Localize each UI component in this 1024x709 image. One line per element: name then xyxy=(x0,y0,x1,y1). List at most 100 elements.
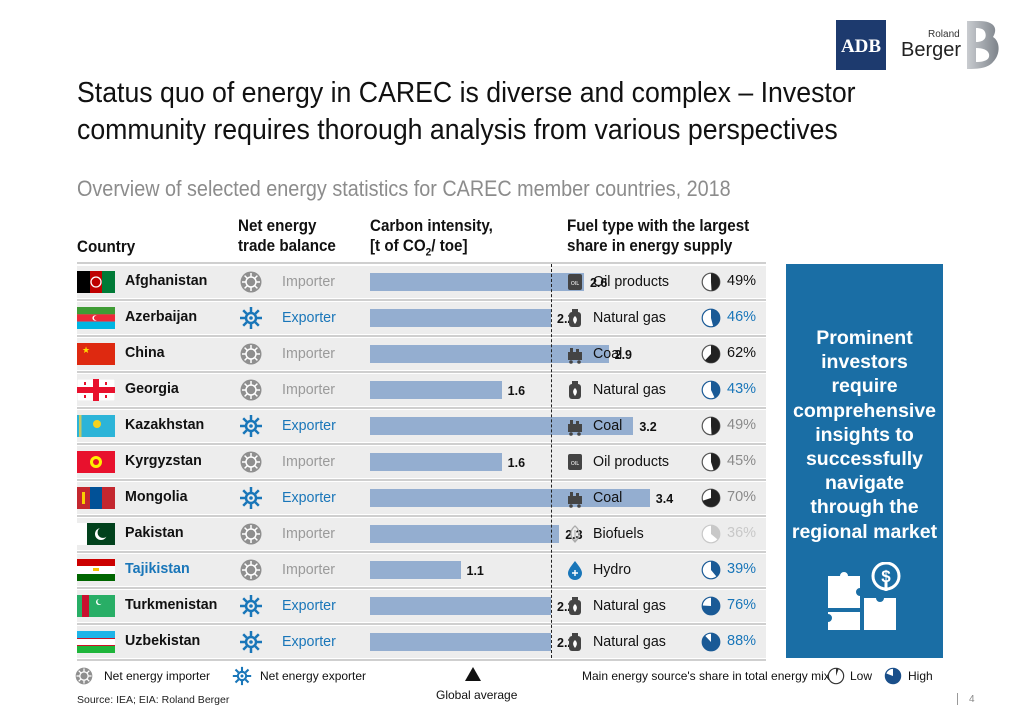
share-pie-icon xyxy=(701,272,721,292)
natural-gas-icon xyxy=(566,308,584,328)
share-pie-icon xyxy=(701,596,721,616)
header-trade: Net energy trade balance xyxy=(238,216,336,256)
row-separator xyxy=(77,623,766,625)
low-share-pie-icon xyxy=(827,667,845,685)
country-name: Georgia xyxy=(125,380,179,397)
panel-line: insights to xyxy=(815,423,914,446)
flag-icon xyxy=(77,523,115,545)
country-name: Tajikistan xyxy=(125,560,190,577)
insight-panel xyxy=(786,264,943,658)
legend-low: Low xyxy=(850,669,873,683)
row-separator xyxy=(77,443,766,445)
oil-products-icon: OIL xyxy=(566,452,584,472)
exporter-icon xyxy=(239,630,263,654)
legend-global-average: Global average xyxy=(436,688,518,702)
trade-balance: Importer xyxy=(282,525,336,542)
fuel-type: Oil products xyxy=(593,453,670,470)
carbon-intensity-value: 1.6 xyxy=(507,456,526,470)
oil-products-icon: OIL xyxy=(566,272,584,292)
legend-high: High xyxy=(908,669,933,683)
panel-line: regional market xyxy=(791,520,938,543)
roland-berger-logo: Roland Berger xyxy=(898,20,1004,70)
share-percent: 62% xyxy=(727,345,757,361)
page-subtitle: Overview of selected energy statistics f… xyxy=(77,176,731,201)
panel-line: successfully xyxy=(805,448,924,471)
adb-logo-text: ADB xyxy=(840,36,882,57)
carbon-intensity-bar xyxy=(370,417,634,435)
natural-gas-icon xyxy=(566,632,584,652)
puzzle-dollar-icon: $ xyxy=(828,562,901,630)
row-separator xyxy=(77,659,766,661)
hydro-icon xyxy=(566,560,584,580)
country-name: Pakistan xyxy=(125,524,184,541)
carbon-intensity-bar xyxy=(370,381,502,399)
svg-text:OIL: OIL xyxy=(571,281,579,287)
exporter-icon xyxy=(239,306,263,330)
exporter-icon xyxy=(239,486,263,510)
header-separator xyxy=(77,262,766,264)
row-separator xyxy=(77,551,766,553)
natural-gas-icon xyxy=(566,380,584,400)
share-percent: 88% xyxy=(727,633,757,649)
header-ci-post: / toe] xyxy=(431,237,468,255)
trade-balance: Importer xyxy=(282,381,336,398)
legend-importer: Net energy importer xyxy=(104,669,211,683)
fuel-type: Natural gas xyxy=(593,381,666,398)
page-number-divider xyxy=(957,693,958,705)
country-name: Afghanistan xyxy=(125,272,208,289)
header-carbon-intensity: Carbon intensity, [t of CO2/ toe] xyxy=(370,216,493,262)
carbon-intensity-bar xyxy=(370,597,552,615)
fuel-type: Oil products xyxy=(593,273,670,290)
roland-berger-b-icon xyxy=(967,21,999,69)
carbon-intensity-value: 2.6 xyxy=(589,276,608,290)
legend-share-label: Main energy source's share in total ener… xyxy=(582,669,834,683)
coal-icon xyxy=(566,416,584,436)
row-separator xyxy=(77,479,766,481)
trade-balance: Importer xyxy=(282,453,336,470)
flag-icon xyxy=(77,595,115,617)
source-note: Source: IEA; EIA: Roland Berger xyxy=(77,694,230,706)
fuel-type: Biofuels xyxy=(593,525,644,542)
coal-icon xyxy=(566,344,584,364)
flag-icon xyxy=(77,487,115,509)
importer-icon xyxy=(239,558,263,582)
header-ci-line-2: [t of CO2/ toe] xyxy=(370,236,493,262)
share-percent: 49% xyxy=(727,273,757,289)
panel-line: comprehensive xyxy=(792,399,937,422)
global-average-line xyxy=(551,264,553,658)
carbon-intensity-bar xyxy=(370,345,609,363)
header-ci-pre: [t of CO xyxy=(370,237,426,255)
trade-balance: Exporter xyxy=(282,633,336,650)
carbon-intensity-bar xyxy=(370,561,461,579)
trade-balance: Exporter xyxy=(282,417,336,434)
share-percent: 46% xyxy=(727,309,757,325)
carbon-intensity-value: 1.1 xyxy=(466,564,484,578)
flag-icon xyxy=(76,378,116,402)
biofuels-icon xyxy=(566,524,584,544)
global-average-triangle-icon xyxy=(465,667,481,681)
share-percent: 45% xyxy=(727,453,757,469)
share-pie-icon xyxy=(701,632,721,652)
country-name: Mongolia xyxy=(125,488,188,505)
importer-icon xyxy=(239,378,263,402)
carbon-intensity-bar xyxy=(370,453,502,471)
share-pie-icon xyxy=(701,560,721,580)
panel-line: investors xyxy=(821,351,908,374)
trade-balance: Exporter xyxy=(282,597,336,614)
flag-icon xyxy=(77,451,115,473)
insight-panel-text: Prominent investors require comprehensiv… xyxy=(788,326,941,544)
carbon-intensity-bar xyxy=(370,525,560,543)
row-separator xyxy=(77,407,766,409)
trade-balance: Importer xyxy=(282,345,336,362)
page-title-line-1: Status quo of energy in CAREC is diverse… xyxy=(77,77,856,109)
importer-icon xyxy=(239,450,263,474)
flag-icon: ★ xyxy=(77,343,115,365)
share-pie-icon xyxy=(701,344,721,364)
carbon-intensity-bar xyxy=(370,309,552,327)
row-separator xyxy=(77,587,766,589)
panel-line: through the xyxy=(810,496,919,519)
header-fuel-line-1: Fuel type with the largest xyxy=(567,217,750,235)
importer-icon xyxy=(239,270,263,294)
row-separator xyxy=(77,299,766,301)
exporter-icon xyxy=(239,594,263,618)
